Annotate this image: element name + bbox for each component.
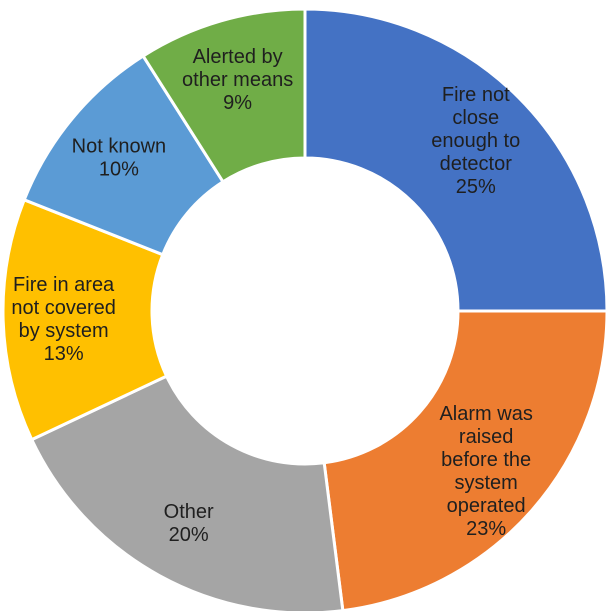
slice-label-line: Not known <box>72 136 167 158</box>
slice-label-0: Fire not close enough to detector 25% <box>431 84 520 198</box>
slice-label-line: by system <box>19 320 109 342</box>
slice-percent-label: 9% <box>223 92 252 114</box>
slice-label-line: Other <box>164 501 214 523</box>
slice-label-line: Fire not <box>442 84 510 106</box>
slice-label-line: other means <box>182 69 293 91</box>
slice-label-line: Alerted by <box>193 46 283 68</box>
slice-label-line: before the <box>441 449 531 471</box>
slice-label-line: Fire in area <box>13 274 115 296</box>
slice-percent-label: 10% <box>99 159 139 181</box>
slice-label-line: not covered <box>11 297 116 319</box>
slice-label-line: operated <box>447 495 526 517</box>
slice-label-4: Not known 10% <box>72 136 167 181</box>
slice-label-5: Alerted by other means 9% <box>182 46 293 114</box>
donut-slice-3 <box>1 197 169 442</box>
slice-label-line: system <box>454 472 517 494</box>
labels-layer: Fire not close enough to detector 25% Alarm w… <box>11 46 532 546</box>
donut-slice-2 <box>29 374 345 611</box>
slice-label-line: Alarm was <box>439 403 532 425</box>
slice-percent-label: 23% <box>466 518 506 540</box>
donut-slice-1 <box>322 309 606 611</box>
slice-label-3: Fire in area not covered by system 13% <box>11 274 116 365</box>
slice-label-line: enough to <box>431 130 520 152</box>
slice-label-1: Alarm was raised before the system operated 2… <box>439 403 532 540</box>
slice-label-2: Other 20% <box>164 501 214 546</box>
slice-label-line: close <box>452 107 499 129</box>
slice-percent-label: 20% <box>169 524 209 546</box>
slice-percent-label: 25% <box>456 176 496 198</box>
slices-layer <box>1 7 606 611</box>
slice-label-line: raised <box>459 426 513 448</box>
donut-slice-0 <box>303 7 606 313</box>
slice-percent-label: 13% <box>44 343 84 365</box>
slice-label-line: detector <box>440 153 513 175</box>
donut-slice-5 <box>141 7 307 184</box>
